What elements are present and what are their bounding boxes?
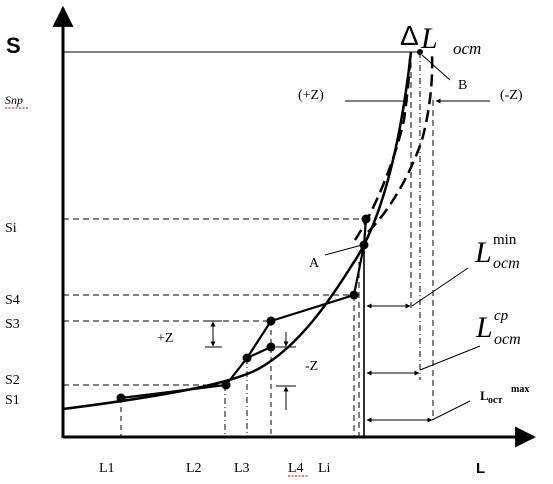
point-l4-lower	[266, 342, 276, 352]
label-l4: L4	[288, 461, 304, 476]
delta-l-sub: ocm	[453, 39, 481, 58]
point-a	[359, 240, 369, 250]
lcp-sub: ocm	[494, 331, 521, 348]
label-point-b: B	[458, 78, 467, 93]
minus-z-curve	[367, 54, 434, 233]
delta-symbol: Δ	[400, 20, 419, 51]
label-l1: L1	[99, 461, 115, 476]
lmin-sub: ocm	[493, 255, 520, 272]
leader-lcp	[419, 345, 481, 371]
label-s2: S2	[5, 373, 20, 388]
leader-lmax	[431, 400, 471, 421]
lmin-main: L	[474, 236, 492, 269]
leader-b	[421, 54, 451, 81]
lmin-sup: min	[493, 232, 517, 248]
lmax-main: L	[480, 388, 489, 403]
x-axis-title: L	[476, 460, 485, 477]
point-l1	[116, 393, 126, 403]
lcp-sup: cp	[494, 308, 509, 324]
point-l3	[242, 353, 252, 363]
label-s3: S3	[5, 317, 20, 332]
point-s4	[349, 290, 359, 300]
label-minus-z: -Z	[305, 359, 318, 374]
leader-a	[324, 244, 363, 256]
point-l2	[221, 380, 231, 390]
point-si	[361, 214, 371, 224]
label-s1: S1	[5, 393, 20, 408]
lmax-sup: max	[511, 384, 529, 395]
label-point-a: A	[309, 256, 320, 271]
label-minus-z-top: (-Z)	[500, 88, 523, 103]
label-s4: S4	[5, 293, 20, 308]
label-si: Si	[5, 221, 17, 236]
label-l2: L2	[186, 461, 202, 476]
plus-z-curve	[353, 51, 412, 241]
point-b	[417, 49, 423, 55]
delta-l-main: L	[420, 22, 438, 55]
label-li: Li	[318, 461, 331, 476]
label-plus-z-top: (+Z)	[298, 88, 324, 103]
lcp-main: L	[475, 311, 493, 344]
y-axis-title: S	[6, 33, 21, 58]
label-snp: Snp	[5, 93, 23, 107]
lmax-sub: ост	[488, 395, 502, 406]
point-l4-upper	[266, 316, 276, 326]
leader-lmin	[411, 267, 469, 307]
label-l3: L3	[234, 461, 250, 476]
measured-polyline	[120, 218, 368, 400]
label-plus-z: +Z	[157, 331, 173, 346]
